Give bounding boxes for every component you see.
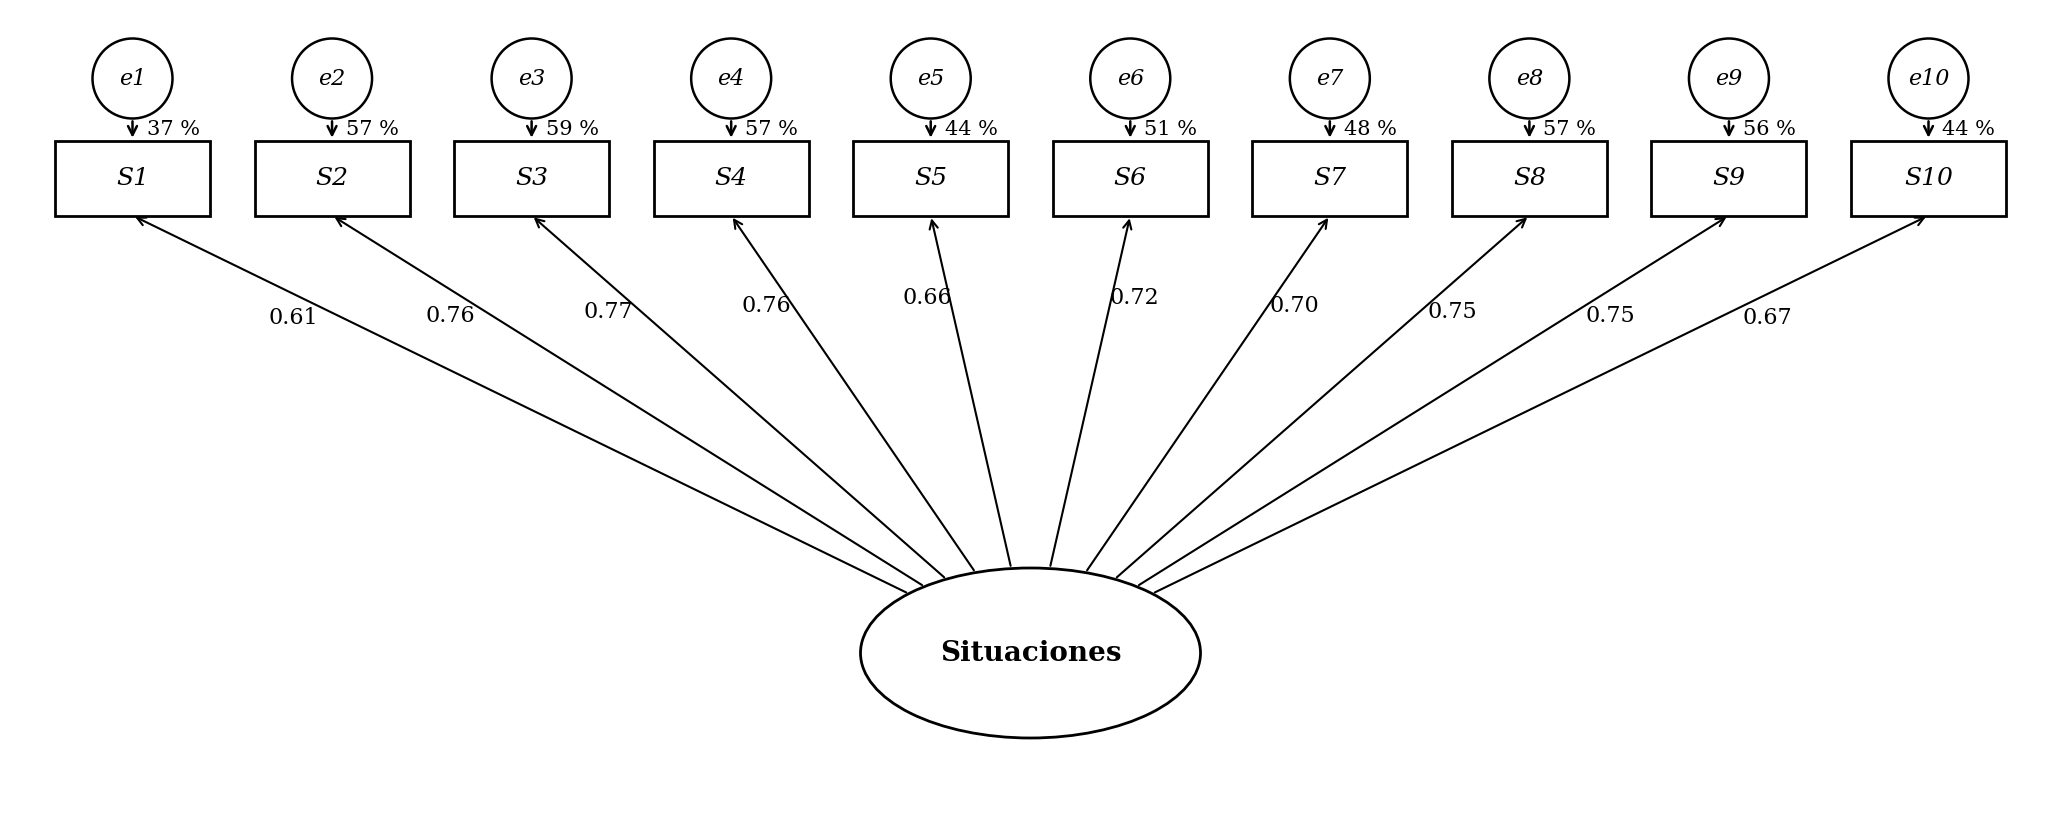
- FancyBboxPatch shape: [853, 141, 1008, 215]
- Text: 57 %: 57 %: [346, 120, 400, 139]
- Text: S8: S8: [1513, 167, 1546, 189]
- Text: S6: S6: [1113, 167, 1146, 189]
- FancyBboxPatch shape: [453, 141, 610, 215]
- Circle shape: [493, 38, 571, 119]
- FancyBboxPatch shape: [1253, 141, 1408, 215]
- Circle shape: [890, 38, 971, 119]
- Text: 0.75: 0.75: [1428, 301, 1478, 323]
- Text: 44 %: 44 %: [944, 120, 998, 139]
- FancyBboxPatch shape: [1651, 141, 1805, 215]
- Text: e1: e1: [120, 67, 146, 89]
- Circle shape: [1090, 38, 1171, 119]
- FancyBboxPatch shape: [256, 141, 410, 215]
- Text: e8: e8: [1515, 67, 1544, 89]
- Circle shape: [690, 38, 771, 119]
- Text: 37 %: 37 %: [146, 120, 200, 139]
- Text: 48 %: 48 %: [1344, 120, 1397, 139]
- Text: 57 %: 57 %: [1544, 120, 1597, 139]
- Text: S2: S2: [315, 167, 348, 189]
- Text: e6: e6: [1117, 67, 1144, 89]
- FancyBboxPatch shape: [1851, 141, 2005, 215]
- Circle shape: [1888, 38, 1968, 119]
- Text: S5: S5: [915, 167, 948, 189]
- Text: 59 %: 59 %: [546, 120, 598, 139]
- Text: 0.70: 0.70: [1270, 295, 1319, 318]
- Text: S10: S10: [1904, 167, 1954, 189]
- Text: e3: e3: [517, 67, 546, 89]
- Text: S3: S3: [515, 167, 548, 189]
- FancyBboxPatch shape: [653, 141, 808, 215]
- Text: 0.67: 0.67: [1742, 307, 1793, 329]
- Text: S7: S7: [1313, 167, 1346, 189]
- Text: Situaciones: Situaciones: [940, 640, 1121, 667]
- Text: 57 %: 57 %: [746, 120, 798, 139]
- Text: 56 %: 56 %: [1744, 120, 1795, 139]
- Circle shape: [1688, 38, 1768, 119]
- Text: e2: e2: [319, 67, 346, 89]
- Circle shape: [293, 38, 373, 119]
- Text: e9: e9: [1715, 67, 1742, 89]
- Circle shape: [93, 38, 173, 119]
- Ellipse shape: [861, 568, 1200, 738]
- FancyBboxPatch shape: [1451, 141, 1608, 215]
- Text: 44 %: 44 %: [1944, 120, 1995, 139]
- Text: 0.66: 0.66: [903, 287, 952, 309]
- Text: e5: e5: [917, 67, 944, 89]
- Text: e10: e10: [1908, 67, 1950, 89]
- Text: S4: S4: [715, 167, 748, 189]
- FancyBboxPatch shape: [1053, 141, 1208, 215]
- Text: 0.77: 0.77: [583, 301, 633, 323]
- Text: e4: e4: [717, 67, 744, 89]
- Text: e7: e7: [1317, 67, 1344, 89]
- Text: 0.76: 0.76: [742, 295, 791, 318]
- Circle shape: [1290, 38, 1371, 119]
- Text: S9: S9: [1713, 167, 1746, 189]
- Text: 51 %: 51 %: [1144, 120, 1197, 139]
- Text: 0.72: 0.72: [1109, 287, 1158, 309]
- Text: 0.75: 0.75: [1585, 305, 1634, 327]
- Text: S1: S1: [115, 167, 148, 189]
- FancyBboxPatch shape: [56, 141, 210, 215]
- Text: 0.76: 0.76: [427, 305, 476, 327]
- Circle shape: [1490, 38, 1568, 119]
- Text: 0.61: 0.61: [268, 307, 319, 329]
